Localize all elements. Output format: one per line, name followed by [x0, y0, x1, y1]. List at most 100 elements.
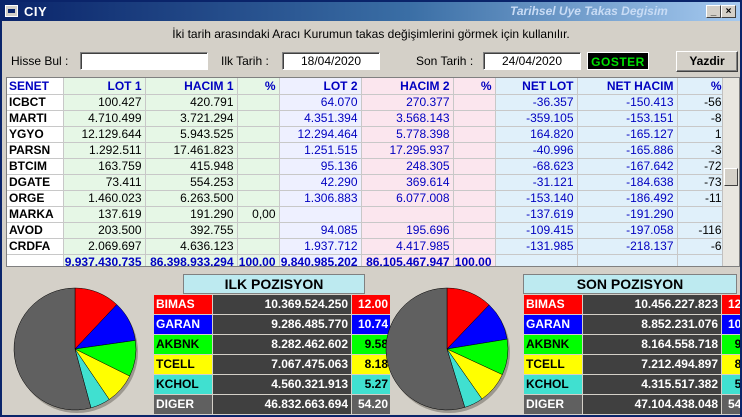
end-date-field[interactable]: 24/04/2020: [483, 52, 581, 70]
position-code: GARAN: [154, 315, 212, 334]
position-code: TCELL: [524, 355, 582, 374]
show-button[interactable]: GOSTER: [587, 52, 649, 70]
column-header[interactable]: HACIM 2: [361, 78, 454, 95]
table-cell: 17.461.823: [145, 142, 238, 159]
column-header[interactable]: %: [453, 78, 496, 95]
table-row[interactable]: ORGE 1.460.023 6.263.500 1.306.883 6.077.008…: [7, 190, 726, 207]
table-cell: 73.411: [63, 174, 146, 191]
print-button[interactable]: Yazdir: [676, 51, 738, 72]
table-row[interactable]: PARSN 1.292.511 17.461.823 1.251.515 17.295.…: [7, 142, 726, 159]
table-cell: -184.638: [577, 174, 678, 191]
position-percent: 54.20: [352, 395, 390, 414]
takas-table: SENET LOT 1 HACIM 1% LOT 2 HACIM 2% NET LOT NE…: [6, 77, 740, 267]
table-cell: [453, 174, 496, 191]
table-cell: -359.105: [495, 110, 578, 127]
totals-row: 9.937.430.735 86.398.933.294 100,00 9.840.9…: [7, 254, 726, 266]
table-cell: 369.614: [361, 174, 454, 191]
table-row[interactable]: AVOD 203.500 392.755 94.085 195.696 -109.415-…: [7, 222, 726, 239]
table-cell: -186.492: [577, 190, 678, 207]
position-row[interactable]: KCHOL 4.560.321.913 5.27: [154, 375, 391, 394]
table-cell: PARSN: [7, 142, 64, 159]
table-row[interactable]: BTCIM 163.759 415.948 95.136 248.305 -68.623-…: [7, 158, 726, 175]
ilk-pozisyon-pie: [13, 287, 138, 413]
table-cell: 1.306.883: [279, 190, 362, 207]
table-cell: -6: [677, 238, 726, 255]
position-row[interactable]: TCELL 7.067.475.063 8.18: [154, 355, 391, 374]
search-input[interactable]: [80, 52, 208, 70]
table-cell: 6.263.500: [145, 190, 238, 207]
vertical-scrollbar[interactable]: [722, 78, 739, 266]
table-cell: 4.710.499: [63, 110, 146, 127]
position-row[interactable]: GARAN 9.286.485.770 10.74: [154, 315, 391, 334]
total-cell: 9.840.985.202: [279, 254, 362, 266]
table-cell: [453, 110, 496, 127]
position-row[interactable]: DIGER 46.832.663.694 54.20: [154, 395, 391, 414]
table-cell: -197.058: [577, 222, 678, 239]
table-cell: YGYO: [7, 126, 64, 143]
table-cell: [453, 158, 496, 175]
column-header[interactable]: HACIM 1: [145, 78, 238, 95]
position-percent: 12.00: [352, 295, 390, 314]
takas-grid: SENET LOT 1 HACIM 1% LOT 2 HACIM 2% NET LOT NE…: [7, 78, 726, 266]
table-cell: 248.305: [361, 158, 454, 175]
total-cell: [677, 254, 726, 266]
table-cell: [237, 222, 280, 239]
start-date-field[interactable]: 18/04/2020: [282, 52, 380, 70]
table-cell: [237, 110, 280, 127]
table-row[interactable]: DGATE 73.411 554.253 42.290 369.614 -31.121 -1…: [7, 174, 726, 191]
window-subtitle: Tarihsel Uye Takas Degisim: [510, 4, 668, 18]
table-cell: CRDFA: [7, 238, 64, 255]
column-header[interactable]: LOT 2: [279, 78, 362, 95]
table-cell: [237, 126, 280, 143]
position-code: KCHOL: [154, 375, 212, 394]
table-row[interactable]: CRDFA 2.069.697 4.636.123 1.937.712 4.417.98…: [7, 238, 726, 255]
total-cell: 86.398.933.294: [145, 254, 238, 266]
position-code: DIGER: [154, 395, 212, 414]
column-header[interactable]: SENET: [7, 78, 64, 95]
table-cell: 1.292.511: [63, 142, 146, 159]
table-cell: -56: [677, 94, 726, 111]
position-value: 7.067.475.063: [213, 355, 351, 374]
minimize-icon[interactable]: _: [706, 5, 721, 18]
table-row[interactable]: MARTI 4.710.499 3.721.294 4.351.394 3.568.14…: [7, 110, 726, 127]
table-row[interactable]: ICBCT 100.427 420.791 64.070 270.377 -36.357-…: [7, 94, 726, 111]
column-header[interactable]: NET HACIM: [577, 78, 678, 95]
table-row[interactable]: YGYO 12.129.644 5.943.525 12.294.464 5.778.3…: [7, 126, 726, 143]
position-value: 8.164.558.718: [583, 335, 721, 354]
table-cell: 3.721.294: [145, 110, 238, 127]
table-cell: AVOD: [7, 222, 64, 239]
position-value: 4.560.321.913: [213, 375, 351, 394]
table-cell: [453, 126, 496, 143]
total-cell: [495, 254, 578, 266]
table-cell: 1.251.515: [279, 142, 362, 159]
total-cell: [7, 254, 64, 266]
search-label: Hisse Bul :: [11, 54, 69, 68]
scroll-thumb[interactable]: [724, 168, 738, 186]
table-cell: 203.500: [63, 222, 146, 239]
column-header[interactable]: NET LOT: [495, 78, 578, 95]
table-cell: [237, 174, 280, 191]
table-cell: BTCIM: [7, 158, 64, 175]
title-bar[interactable]: CIY Tarihsel Uye Takas Degisim _ ×: [2, 2, 740, 21]
close-icon[interactable]: ×: [721, 5, 736, 18]
table-row[interactable]: MARKA 137.619 191.290 0,00 -137.619 -191.290: [7, 206, 726, 223]
pie-slice-diger: [13, 287, 92, 411]
table-cell: -167.642: [577, 158, 678, 175]
column-header[interactable]: LOT 1: [63, 78, 146, 95]
position-row[interactable]: BIMAS 10.369.524.250 12.00: [154, 295, 391, 314]
table-cell: -191.290: [577, 206, 678, 223]
position-value: 8.852.231.076: [583, 315, 721, 334]
position-percent: 8.37: [722, 355, 740, 374]
column-header[interactable]: %: [677, 78, 726, 95]
column-header[interactable]: %: [237, 78, 280, 95]
table-cell: 3.568.143: [361, 110, 454, 127]
table-cell: 64.070: [279, 94, 362, 111]
position-row[interactable]: AKBNK 8.282.462.602 9.58: [154, 335, 391, 354]
